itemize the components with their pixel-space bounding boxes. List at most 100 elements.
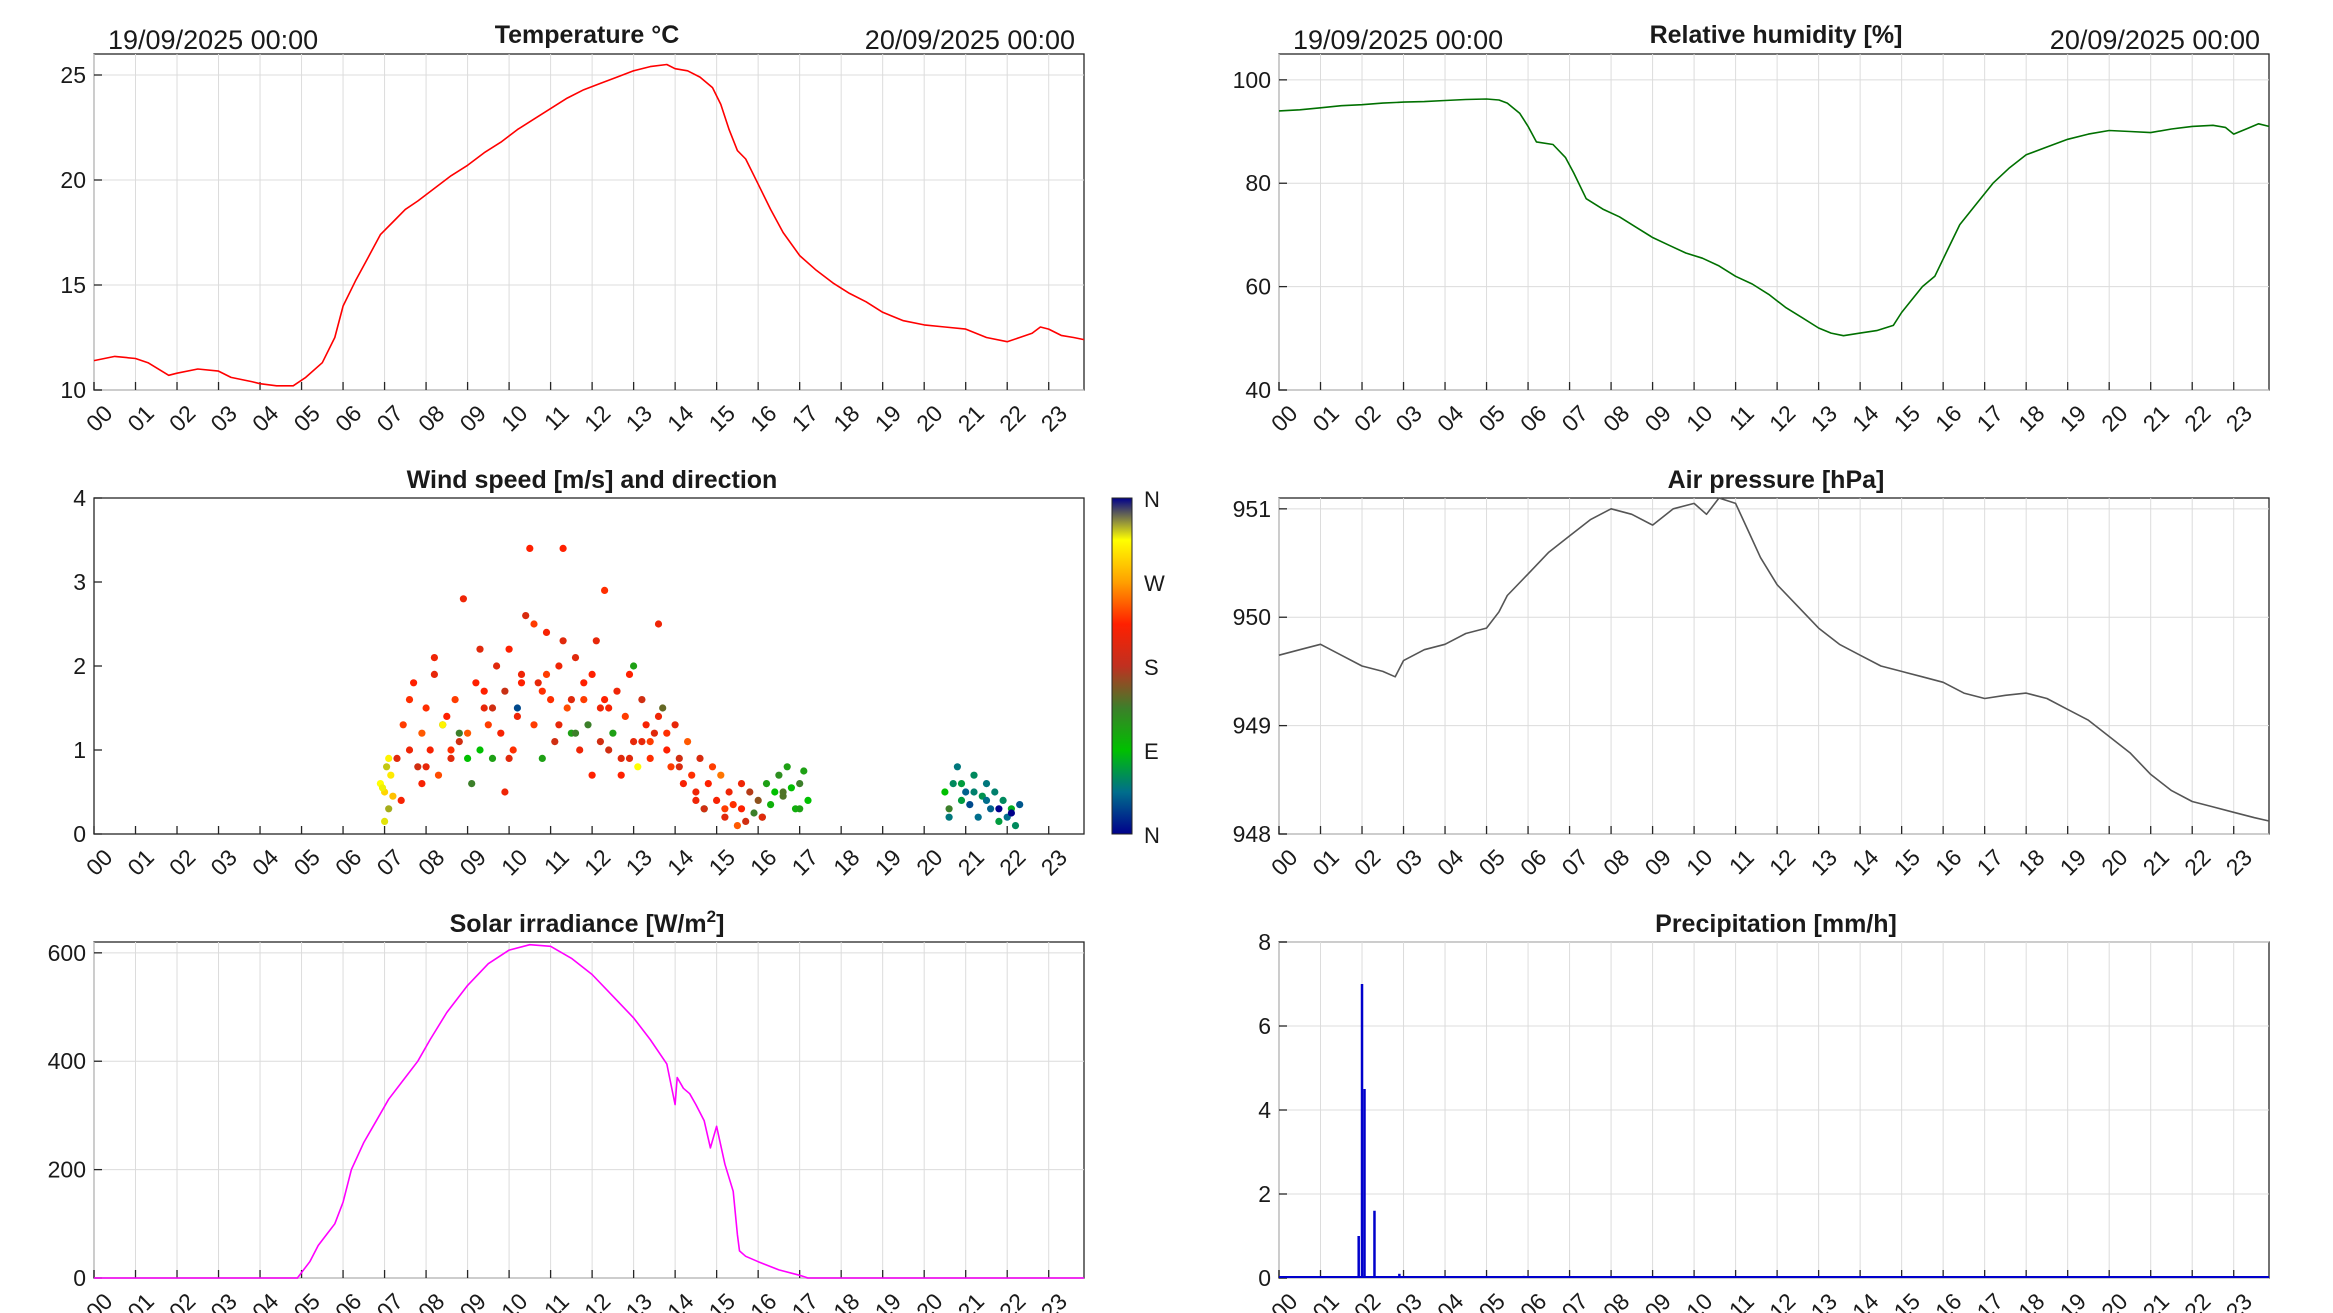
solar-xtick-label: 08 [413, 1288, 449, 1313]
wind-point [393, 754, 401, 763]
precipitation-xtick-label: 23 [2221, 1288, 2257, 1313]
wind-point [970, 788, 978, 796]
wind-point [750, 809, 758, 817]
solar-plot-area [93, 941, 1085, 1279]
wind-point [468, 780, 476, 788]
wind-point [584, 721, 592, 729]
wind-point [580, 679, 588, 687]
precipitation-xtick-label: 12 [1764, 1288, 1800, 1313]
pressure-xtick-label: 14 [1847, 844, 1884, 881]
humidity-xtick-label: 23 [2221, 400, 2257, 436]
wind-xtick-label: 22 [994, 844, 1030, 880]
temperature-xtick-label: 05 [288, 400, 324, 436]
humidity-xtick-label: 22 [2179, 400, 2215, 436]
wind-point [779, 788, 787, 796]
wind-point [501, 788, 509, 796]
wind-point [775, 771, 783, 779]
solar-xtick-label: 02 [164, 1288, 200, 1313]
wind-point [405, 746, 414, 754]
wind-point [737, 780, 746, 788]
wind-ytick-label: 4 [73, 485, 86, 511]
wind-point [692, 788, 700, 796]
wind-point [999, 796, 1007, 805]
precipitation-xtick-label: 22 [2179, 1288, 2215, 1313]
wind-point [692, 796, 700, 805]
solar-xtick-label: 14 [662, 1288, 699, 1313]
humidity-xtick-label: 18 [2013, 400, 2049, 436]
precipitation-xtick-label: 20 [2096, 1288, 2132, 1313]
wind-point [1016, 801, 1024, 809]
wind-point [505, 754, 513, 763]
pressure-xtick-label: 05 [1473, 844, 1509, 880]
humidity-xtick-label: 03 [1390, 400, 1426, 436]
wind-point [422, 704, 430, 712]
solar-xtick-label: 23 [1036, 1288, 1072, 1313]
humidity-xtick-label: 04 [1432, 400, 1469, 437]
wind-point [439, 721, 447, 729]
humidity-xtick-label: 19 [2055, 400, 2091, 436]
wind-xtick-label: 17 [787, 844, 823, 880]
wind-point [800, 767, 808, 775]
wind-point [567, 696, 576, 704]
wind-point [522, 612, 530, 620]
wind-point [526, 544, 534, 553]
right-period-end: 20/09/2025 00:00 [2050, 25, 2260, 55]
wind-xtick-label: 12 [579, 844, 615, 880]
pressure-xtick-label: 09 [1640, 844, 1676, 880]
solar-xtick-label: 21 [953, 1288, 989, 1313]
solar-title-main: Solar irradiance [W/m [450, 910, 707, 938]
humidity-xtick-label: 08 [1598, 400, 1634, 436]
wind-point [383, 763, 391, 771]
solar-xtick-label: 10 [496, 1288, 532, 1313]
solar-xtick-label: 16 [745, 1288, 781, 1313]
wind-xtick-label: 13 [621, 844, 657, 880]
wind-point [991, 788, 999, 796]
solar-ytick-label: 400 [48, 1048, 86, 1074]
wind-xtick-label: 21 [953, 844, 989, 880]
temperature-xtick-label: 04 [247, 400, 284, 437]
humidity-title: Relative humidity [%] [1650, 21, 1903, 49]
wind-point [542, 670, 551, 679]
precipitation-ytick-label: 2 [1258, 1181, 1271, 1207]
temperature-xtick-label: 14 [662, 400, 699, 437]
pressure-xtick-label: 21 [2138, 844, 2174, 880]
humidity-xtick-label: 09 [1640, 400, 1676, 436]
wind-point [447, 754, 455, 763]
precipitation-ytick-label: 4 [1258, 1097, 1271, 1123]
wind-point [493, 662, 501, 670]
wind-point [455, 738, 463, 746]
wind-xtick-label: 20 [911, 844, 947, 880]
temperature-xtick-label: 02 [164, 400, 200, 436]
wind-point [675, 763, 683, 771]
pressure-xtick-label: 08 [1598, 844, 1634, 880]
wind-point [399, 721, 407, 729]
wind-point [796, 805, 804, 813]
wind-plot-area [93, 497, 1085, 835]
precipitation-xtick-label: 07 [1556, 1288, 1592, 1313]
wind-point [982, 796, 991, 805]
temperature-xtick-label: 11 [539, 400, 574, 435]
wind-point [488, 704, 497, 712]
wind-point [559, 544, 567, 553]
temperature-xtick-label: 03 [205, 400, 241, 436]
wind-direction-colorbar: N E S W N [1111, 487, 1165, 848]
pressure-ytick-label: 948 [1233, 821, 1271, 847]
wind-point [746, 788, 754, 796]
wind-point [542, 628, 551, 637]
wind-point [530, 620, 538, 628]
precipitation-xtick-label: 05 [1473, 1288, 1509, 1313]
wind-xtick-label: 23 [1036, 844, 1072, 880]
wind-point [488, 754, 497, 763]
wind-point [559, 637, 567, 645]
wind-point [613, 687, 621, 695]
pressure-xtick-label: 19 [2055, 844, 2091, 880]
wind-point [418, 780, 426, 788]
wind-point [717, 771, 725, 779]
pressure-xtick-label: 01 [1307, 844, 1343, 880]
solar-xtick-label: 15 [704, 1288, 740, 1313]
wind-point [617, 754, 625, 763]
temperature-xtick-label: 21 [953, 400, 989, 436]
wind-point [957, 780, 966, 788]
wind-point [737, 805, 746, 813]
